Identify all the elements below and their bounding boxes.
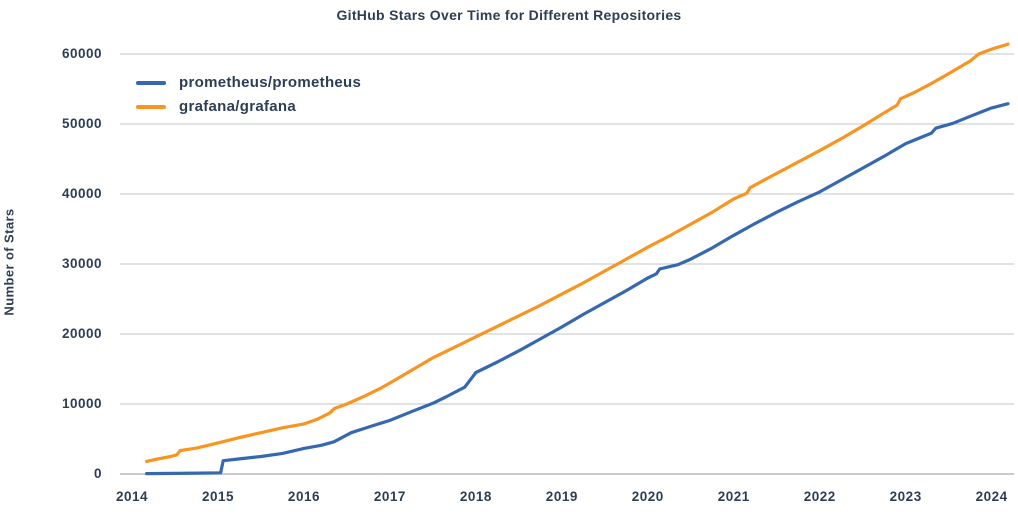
x-tick-label-2023: 2023 [889, 489, 922, 504]
x-tick-label-2015: 2015 [201, 489, 235, 504]
y-tick-label-10000: 10000 [61, 396, 102, 411]
x-tick-label-2024: 2024 [975, 489, 1008, 504]
legend-item-prometheus-prometheus: prometheus/prometheus [136, 73, 361, 92]
x-tick-label-2022: 2022 [803, 489, 836, 504]
y-tick-label-0: 0 [93, 466, 102, 481]
legend-swatch [136, 104, 166, 109]
x-tick-label-2019: 2019 [545, 489, 578, 504]
y-tick-label-30000: 30000 [61, 256, 102, 271]
y-tick-label-20000: 20000 [61, 326, 102, 341]
legend-item-grafana-grafana: grafana/grafana [136, 97, 361, 116]
y-tick-label-50000: 50000 [61, 116, 102, 131]
chart-title: GitHub Stars Over Time for Different Rep… [336, 7, 682, 23]
y-tick-label-40000: 40000 [61, 186, 102, 201]
x-tick-label-2017: 2017 [373, 489, 406, 504]
series-line-grafana-grafana [145, 42, 1010, 463]
series-line-prometheus-prometheus [145, 102, 1010, 476]
x-tick-label-2016: 2016 [287, 489, 320, 504]
legend-swatch [136, 80, 166, 85]
x-tick-label-2021: 2021 [717, 489, 750, 504]
legend: prometheus/prometheus grafana/grafana [136, 73, 361, 116]
legend-label: prometheus/prometheus [179, 74, 362, 91]
y-tick-label-60000: 60000 [61, 46, 102, 61]
x-tick-label-2020: 2020 [631, 489, 664, 504]
legend-label: grafana/grafana [179, 98, 297, 115]
x-tick-label-2018: 2018 [459, 489, 492, 504]
x-tick-label-2014: 2014 [116, 489, 149, 504]
y-axis-label: Number of Stars [1, 208, 17, 316]
